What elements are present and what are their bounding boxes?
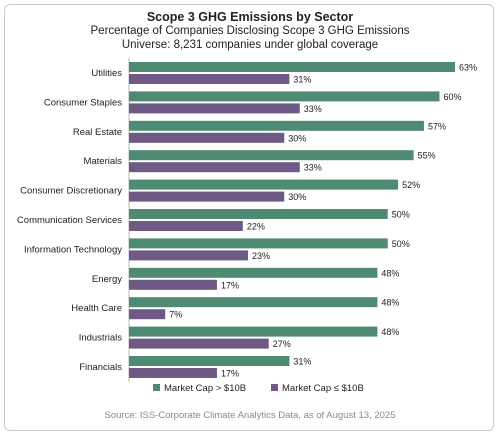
bar — [129, 368, 217, 378]
bar — [129, 62, 455, 72]
chart-subtitle: Percentage of Companies Disclosing Scope… — [90, 25, 410, 37]
category-label: Utilities — [91, 68, 122, 79]
category-label: Consumer Discretionary — [20, 186, 122, 197]
bar — [129, 74, 290, 84]
data-label: 57% — [428, 121, 446, 131]
data-label: 7% — [169, 310, 182, 320]
data-label: 17% — [221, 369, 239, 379]
legend-label: Market Cap > $10B — [164, 383, 246, 394]
bar — [129, 209, 388, 219]
category-label: Industrials — [79, 333, 123, 344]
bar — [129, 179, 399, 190]
category-label: Real Estate — [73, 127, 122, 138]
data-label: 50% — [392, 210, 410, 220]
data-label: 33% — [304, 104, 322, 114]
bar — [129, 297, 378, 308]
bar — [129, 103, 300, 114]
data-label: 48% — [381, 268, 399, 278]
bar — [129, 309, 166, 320]
data-label: 27% — [273, 339, 291, 349]
data-label: 22% — [247, 222, 265, 232]
source-note: Source: ISS-Corporate Climate Analytics … — [104, 410, 396, 421]
category-label: Communication Services — [17, 215, 122, 226]
category-label: Health Care — [71, 303, 122, 314]
bar — [129, 221, 243, 231]
bar — [129, 150, 414, 161]
data-label: 30% — [288, 192, 306, 202]
category-label: Consumer Staples — [44, 97, 122, 108]
data-label: 48% — [381, 327, 399, 337]
bar — [129, 132, 285, 143]
bar — [129, 250, 249, 261]
data-label: 17% — [221, 280, 239, 290]
category-label: Energy — [92, 274, 122, 285]
category-label: Information Technology — [24, 244, 122, 255]
data-label: 63% — [459, 63, 477, 73]
bar — [129, 162, 300, 173]
data-label: 55% — [418, 151, 436, 161]
category-label: Materials — [83, 156, 122, 167]
data-label: 31% — [293, 357, 311, 367]
data-label: 60% — [443, 92, 461, 102]
legend-swatch — [271, 384, 278, 391]
data-label: 52% — [402, 180, 420, 190]
data-label: 23% — [252, 251, 270, 261]
bar — [129, 356, 290, 366]
chart-title: Scope 3 GHG Emissions by Sector — [146, 10, 354, 24]
bar — [129, 326, 378, 337]
data-label: 48% — [381, 298, 399, 308]
bar — [129, 91, 440, 102]
data-label: 30% — [288, 133, 306, 143]
chart-universe-note: Universe: 8,231 companies under global c… — [121, 39, 379, 51]
data-label: 31% — [293, 75, 311, 85]
bar — [129, 279, 217, 290]
bar — [129, 120, 424, 131]
bar — [129, 191, 285, 202]
data-label: 33% — [304, 163, 322, 173]
bar — [129, 238, 388, 249]
data-label: 50% — [392, 239, 410, 249]
bar — [129, 267, 378, 278]
bar — [129, 338, 269, 349]
legend-swatch — [153, 384, 160, 391]
legend-label: Market Cap ≤ $10B — [282, 383, 364, 394]
category-label: Financials — [79, 362, 122, 373]
